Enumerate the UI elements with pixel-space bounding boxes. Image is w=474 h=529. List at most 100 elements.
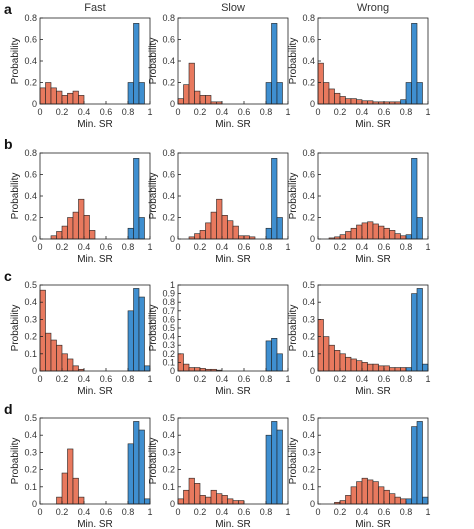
panel-d-wrong-x-tick-label: 0.8 [400,507,413,517]
panel-c-fast-y-tick-label: 0.1 [24,349,37,359]
panel-d-fast-blue-bar [127,443,134,505]
panel-c-slow-x-tick-label: 0.2 [194,374,207,384]
panel-b-wrong-red-bar [339,234,346,240]
panel-b-fast-red-bar [61,225,68,240]
panel-b-slow-y-tick-label: 0.2 [162,213,175,223]
panel-d-wrong-xlabel: Min. SR [355,519,391,529]
panel-c-fast-blue-bar [127,310,134,372]
panel-b-wrong-blue-bar [416,217,423,240]
panel-b-slow-red-bar [216,198,223,240]
panel-a-wrong-xlabel: Min. SR [355,119,391,130]
panel-c-slow-y-tick-label: 0.3 [162,340,175,350]
column-title-wrong: Wrong [357,2,389,14]
column-title-fast: Fast [84,2,105,14]
panel-d-slow-red-bar [227,498,234,505]
panel-b-wrong-red-bar [345,231,352,240]
panel-b-wrong-red-bar [378,225,385,240]
panel-d-fast-red-bar [56,496,63,505]
panel-c-wrong-x-tick-label: 0.2 [334,374,347,384]
panel-c-wrong-x-tick-label: 0.4 [356,374,369,384]
panel-b-wrong-y-tick-label: 0.4 [302,191,315,201]
panel-c-wrong-red-bar [378,365,385,372]
panel-b-wrong-blue-bar [411,158,418,240]
panel-b-slow-red-bar [194,233,201,240]
panel-c-fast-xlabel: Min. SR [77,386,113,397]
panel-b-fast-x-tick-label: 1 [147,242,152,252]
panel-c-slow-y-tick-label: 0.5 [162,323,175,333]
panel-d-wrong-x-tick-label: 0.4 [356,507,369,517]
panel-b-slow-y-tick-label: 0.6 [162,170,175,180]
panel-c-wrong-xlabel: Min. SR [355,386,391,397]
panel-d-wrong-blue-bar [405,498,412,505]
panel-d-wrong-y-tick-label: 0.1 [302,482,315,492]
panel-a-wrong-y-tick-label: 0 [310,99,315,109]
panel-a-fast-y-tick-label: 0.8 [24,13,37,23]
panel-a-fast-x-tick-label: 0.2 [56,107,69,117]
panel-d-fast-x-tick-label: 0.6 [100,507,113,517]
panel-b-fast-blue-bar [127,227,134,240]
panel-c-wrong-red-bar [361,362,368,372]
panel-b-fast-x-tick-label: 0.2 [56,242,69,252]
panel-d-slow-x-tick-label: 0 [175,507,180,517]
panel-b-fast-ylabel: Probability [10,173,21,220]
panel-c-slow-y-tick-label: 0 [170,366,175,376]
panel-d-fast-axes-box [39,417,151,505]
panel-b-fast-blue-bar [133,158,140,240]
panel-a-fast-red-bar [67,92,74,105]
panel-a-slow-red-bar [194,90,201,105]
panel-letter-b: b [4,136,13,152]
panel-c-wrong-red-bar [372,363,379,372]
panel-b-wrong-red-bar [383,227,390,240]
panel-b-slow-blue-bar [276,217,283,240]
panel-a-wrong-red-bar [345,98,352,105]
panel-a-fast-y-tick-label: 0 [32,99,37,109]
panel-c-wrong-red-bar [328,344,335,372]
panel-c-slow-y-tick-label: 1 [170,280,175,290]
panel-b-fast-red-bar [83,215,90,240]
panel-d-slow-x-tick-label: 0.2 [194,507,207,517]
panel-c-slow-y-tick-label: 0.6 [162,314,175,324]
panel-d-slow-ylabel: Probability [148,438,159,485]
panel-d-fast-y-tick-label: 0.5 [24,413,37,423]
panel-c-wrong-red-bar [323,336,330,372]
panel-c-slow-y-tick-label: 0.4 [162,332,175,342]
panel-a-fast-y-tick-label: 0.2 [24,78,37,88]
panel-c-fast-x-tick-label: 0.8 [122,374,135,384]
panel-d-slow-y-tick-label: 0.2 [162,465,175,475]
panel-c-wrong-y-tick-label: 0.4 [302,297,315,307]
panel-b-slow-ylabel: Probability [148,173,159,220]
panel-c-slow-x-tick-label: 0.6 [238,374,251,384]
panel-c-wrong-y-tick-label: 0.3 [302,314,315,324]
panel-b-fast-red-bar [50,235,57,240]
panel-c-fast-blue-bar [133,288,140,372]
panel-d-wrong-red-bar [372,481,379,505]
panel-b-slow-x-tick-label: 0 [175,242,180,252]
panel-a-wrong-red-bar [334,92,341,105]
panel-b-wrong-red-bar [350,227,357,240]
panel-d-wrong-red-bar [383,489,390,505]
panel-d-wrong-x-tick-label: 1 [425,507,430,517]
panel-c-wrong-red-bar [334,350,341,372]
panel-a-fast-ylabel: Probability [10,38,21,85]
panel-a-slow-ylabel: Probability [148,38,159,85]
panel-d-wrong-red-bar [350,486,357,505]
panel-b-slow-y-tick-label: 0 [170,234,175,244]
panel-c-slow-y-tick-label: 0.7 [162,306,175,316]
panel-c-slow-x-tick-label: 1 [285,374,290,384]
panel-d-slow-red-bar [177,498,184,505]
panel-c-wrong-red-bar [345,356,352,372]
panel-a-slow-y-tick-label: 0 [170,99,175,109]
panel-b-fast-y-tick-label: 0.4 [24,191,37,201]
column-title-slow: Slow [221,2,245,14]
panel-a-wrong-red-bar [350,98,357,105]
panel-b-slow-y-tick-label: 0.8 [162,148,175,158]
panel-d-slow-red-bar [210,489,217,505]
panel-c-fast-x-tick-label: 0.4 [78,374,91,384]
panel-a-slow-y-tick-label: 0.8 [162,13,175,23]
panel-b-wrong-ylabel: Probability [288,173,299,220]
panel-letter-c: c [4,268,12,284]
panel-b-slow-x-tick-label: 1 [285,242,290,252]
panel-b-slow-x-tick-label: 0.8 [260,242,273,252]
panel-d-wrong-y-tick-label: 0.2 [302,465,315,475]
panel-c-slow-red-bar [183,363,190,372]
